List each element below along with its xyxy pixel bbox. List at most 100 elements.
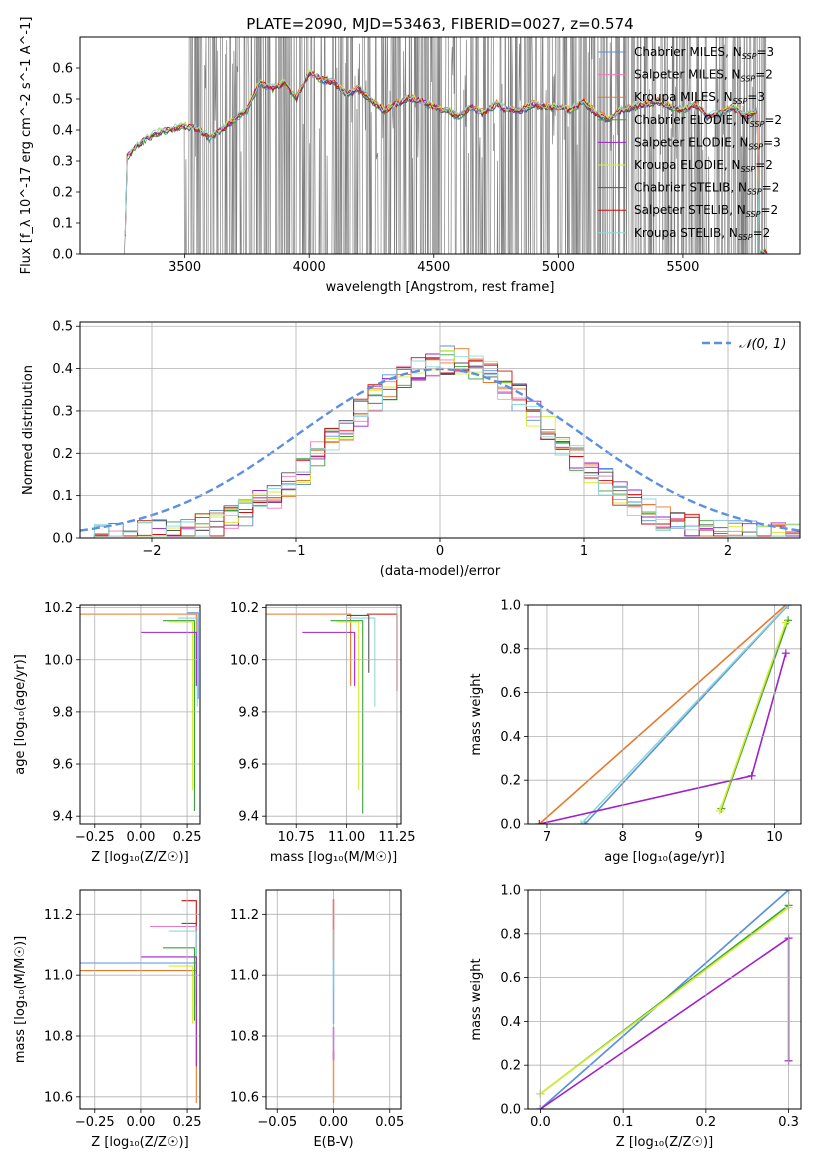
y-tick-label: 9.8 bbox=[238, 705, 259, 720]
legend-subscript: SSP bbox=[733, 97, 748, 106]
series-line-kroupa_miles bbox=[538, 605, 787, 824]
point-marker-kroupa_stelib bbox=[783, 605, 792, 609]
series-line-chabrier_miles bbox=[187, 612, 199, 699]
x-tick-label: 4000 bbox=[293, 260, 326, 275]
legend-tail: =2 bbox=[753, 226, 771, 240]
axes-frame bbox=[527, 889, 802, 1110]
y-tick-label: 0.4 bbox=[52, 124, 73, 139]
panel-residuals: −2 −1 0 1 2 0.0 0.1 0.2 0.3 0.4 0.5 (data-model)/er… bbox=[21, 320, 801, 579]
y-tick-label: 0.6 bbox=[500, 971, 521, 986]
legend-entry-chabrier_stelib: Chabrier STELIB, NSSP=2 bbox=[634, 181, 779, 197]
series-line-kroupa_miles bbox=[80, 970, 197, 1103]
histogram-kroupa_elodie bbox=[93, 349, 800, 538]
y-tick-label: 0.0 bbox=[500, 1103, 521, 1118]
y-tick-label: 0.0 bbox=[52, 248, 73, 263]
y-tick-label: 10.8 bbox=[44, 1030, 73, 1045]
y-tick-label: 1.0 bbox=[500, 884, 521, 899]
y-tick-label: 0.2 bbox=[52, 186, 73, 201]
legend-tail: =3 bbox=[763, 135, 781, 149]
histogram-chabrier_elodie bbox=[93, 354, 800, 538]
legend-subscript: SSP bbox=[742, 52, 757, 61]
y-tick-label: 10.0 bbox=[44, 653, 73, 668]
series-line-kroupa_miles bbox=[80, 613, 197, 686]
series-line-chabrier_elodie bbox=[720, 620, 789, 809]
plot-area-cum_age bbox=[535, 605, 793, 824]
legend-tail: =2 bbox=[760, 203, 778, 217]
x-tick-label: −2 bbox=[142, 544, 161, 559]
axes-frame bbox=[79, 604, 201, 825]
legend-text: Kroupa MILES, N bbox=[634, 90, 733, 104]
x-tick-label: −1 bbox=[286, 544, 305, 559]
histogram-kroupa_stelib bbox=[93, 350, 800, 538]
legend-entry-salpeter_miles: Salpeter MILES, NSSP=2 bbox=[634, 68, 773, 84]
point-marker-kroupa_elodie bbox=[781, 618, 790, 627]
point-marker-kroupa_stelib bbox=[577, 820, 586, 824]
y-tick-label: 10.2 bbox=[230, 601, 259, 616]
histogram-kroupa_miles bbox=[93, 348, 800, 538]
legend-subscript: SSP bbox=[741, 165, 756, 174]
point-marker-kroupa_elodie bbox=[715, 806, 724, 815]
axes-frame bbox=[79, 321, 801, 539]
panel-age_vs_mass: 10.75 11.00 11.25 9.4 9.6 9.8 10.0 10.2 mass [lo… bbox=[230, 601, 416, 865]
y-tick-label: 0.4 bbox=[500, 1015, 521, 1030]
y-tick-label: 0.2 bbox=[52, 447, 73, 462]
x-tick-label: 5000 bbox=[542, 260, 575, 275]
y-tick-label: 0.4 bbox=[52, 362, 73, 377]
x-tick-label: −0.25 bbox=[75, 830, 115, 845]
y-tick-label: 9.4 bbox=[52, 810, 73, 825]
legend-tail: =2 bbox=[755, 68, 773, 82]
x-tick-label: 0.0 bbox=[530, 1115, 551, 1130]
legend-tail: =2 bbox=[755, 158, 773, 172]
x-tick-label: 4500 bbox=[417, 260, 450, 275]
model-line-kroupa_stelib bbox=[124, 70, 768, 254]
legend-text: Chabrier STELIB, N bbox=[634, 181, 747, 195]
y-tick-label: 10.0 bbox=[230, 653, 259, 668]
y-tick-label: 0.6 bbox=[500, 686, 521, 701]
series-line-chabrier_miles bbox=[584, 605, 789, 824]
figure-title: PLATE=2090, MJD=53463, FIBERID=0027, z=0… bbox=[246, 15, 633, 33]
y-tick-label: 0.8 bbox=[500, 927, 521, 942]
legend-entry-kroupa_stelib: Kroupa STELIB, NSSP=2 bbox=[634, 226, 770, 242]
series-line-chabrier_elodie bbox=[330, 620, 364, 814]
point-marker-salpeter_elodie bbox=[781, 649, 790, 658]
series-line-kroupa_stelib bbox=[346, 617, 376, 707]
legend-tail: =3 bbox=[747, 90, 765, 104]
point-marker-chabrier_miles bbox=[580, 820, 589, 824]
series-line-salpeter_elodie bbox=[302, 631, 356, 686]
y-tick-label: 0.8 bbox=[500, 642, 521, 657]
panel-cum_Z: 0.0 0.1 0.2 0.3 0.0 0.2 0.4 0.6 0.8 1.0 Z [log₁₀(Z… bbox=[469, 884, 802, 1150]
legend-subscript: SSP bbox=[747, 188, 762, 197]
x-tick-label: 0.2 bbox=[696, 1115, 717, 1130]
series-line-kroupa_elodie bbox=[168, 621, 194, 791]
x-tick-label: −0.25 bbox=[75, 1115, 115, 1130]
legend-subscript: SSP bbox=[738, 233, 753, 242]
y-axis-label: Flux [f_λ 10^-17 erg cm^-2 s^-1 A^-1] bbox=[19, 17, 34, 275]
axes-frame bbox=[79, 889, 201, 1110]
y-tick-label: 0.3 bbox=[52, 155, 73, 170]
x-tick-label: −0.05 bbox=[257, 1115, 297, 1130]
series-line-kroupa_elodie bbox=[719, 622, 787, 812]
x-axis-label: wavelength [Angstrom, rest frame] bbox=[326, 280, 555, 295]
y-tick-label: 11.0 bbox=[230, 969, 259, 984]
y-tick-label: 9.6 bbox=[52, 758, 73, 773]
series-line-chabrier_stelib bbox=[346, 614, 370, 673]
legend-entry-salpeter_stelib: Salpeter STELIB, NSSP=2 bbox=[634, 203, 778, 219]
y-tick-label: 0.3 bbox=[52, 404, 73, 419]
x-axis-label: age [log₁₀(age/yr)] bbox=[604, 850, 725, 865]
histogram-salpeter_elodie bbox=[93, 353, 800, 538]
series-line-salpeter_elodie bbox=[140, 956, 197, 1067]
x-tick-label: 0.25 bbox=[173, 1115, 202, 1130]
panel-spectrum: 3500 4000 4500 5000 5500 0.0 0.1 0.2 0.3 0.4 0.5 0.… bbox=[19, 17, 801, 295]
point-marker-salpeter_elodie bbox=[747, 771, 756, 780]
y-axis-label: Normed distribution bbox=[21, 365, 36, 495]
y-tick-label: 9.4 bbox=[238, 810, 259, 825]
y-tick-label: 10.2 bbox=[44, 601, 73, 616]
y-tick-label: 9.8 bbox=[52, 705, 73, 720]
y-tick-label: 1.0 bbox=[500, 599, 521, 614]
x-tick-label: 5500 bbox=[666, 260, 699, 275]
x-tick-label: 0.05 bbox=[375, 1115, 404, 1130]
x-tick-label: 0.1 bbox=[613, 1115, 634, 1130]
axes-frame bbox=[265, 889, 402, 1110]
legend-text: Salpeter MILES, N bbox=[634, 68, 741, 82]
